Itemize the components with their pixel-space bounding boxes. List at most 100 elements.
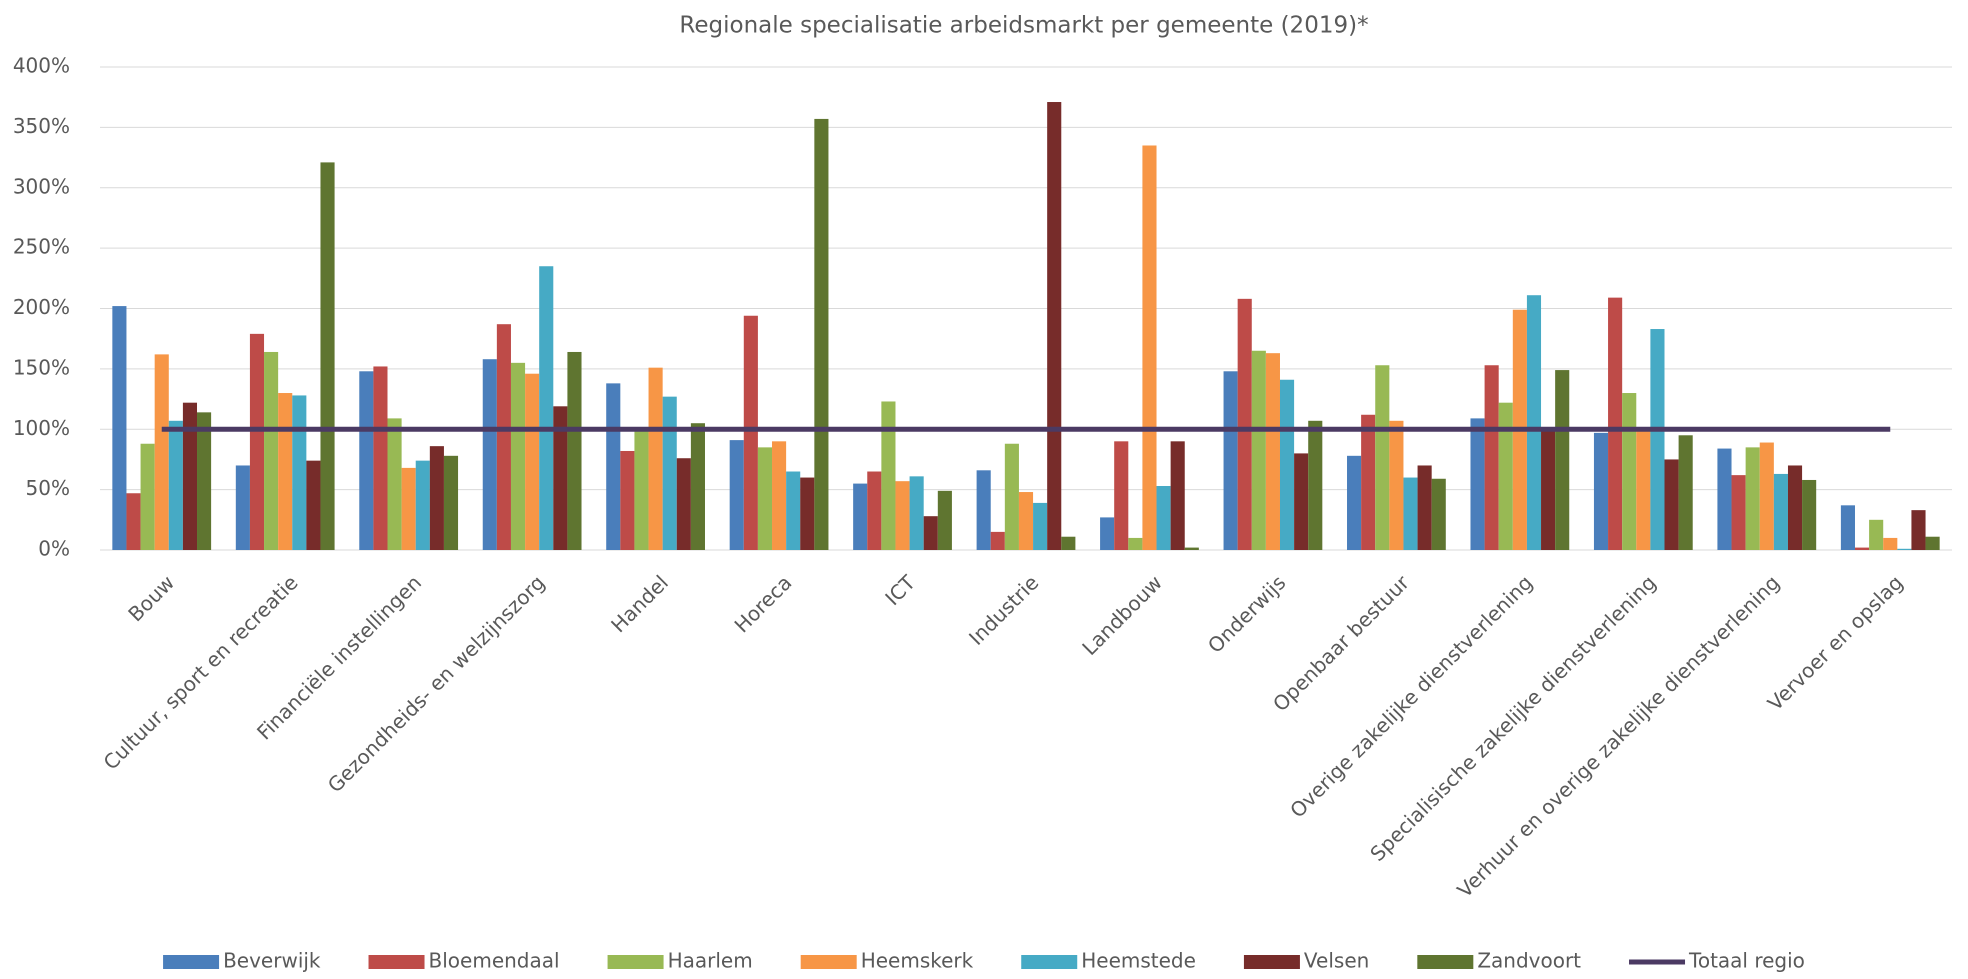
bar bbox=[1636, 428, 1651, 550]
bar bbox=[1237, 298, 1252, 550]
bar bbox=[923, 516, 938, 550]
y-tick-label: 200% bbox=[13, 295, 70, 319]
bar bbox=[867, 471, 882, 550]
bar bbox=[743, 315, 758, 550]
bar bbox=[1018, 492, 1034, 550]
legend-label: Velsen bbox=[1304, 949, 1369, 973]
x-tick-label: Industrie bbox=[964, 570, 1043, 649]
bar bbox=[482, 359, 497, 550]
legend-swatch bbox=[1021, 955, 1078, 969]
bar bbox=[662, 396, 677, 550]
bar bbox=[757, 447, 773, 550]
y-tick-label: 150% bbox=[13, 355, 70, 379]
chart-title: Regionale specialisatie arbeidsmarkt per… bbox=[679, 13, 1368, 39]
legend-swatch bbox=[1243, 955, 1300, 969]
bar bbox=[1100, 517, 1115, 550]
bar bbox=[359, 371, 374, 550]
bar bbox=[676, 458, 691, 550]
bar bbox=[1555, 370, 1570, 550]
bar bbox=[1484, 365, 1499, 550]
bar bbox=[112, 306, 127, 550]
x-tick-label: Vervoer en opslag bbox=[1763, 570, 1908, 715]
bar bbox=[1759, 442, 1774, 550]
bar bbox=[1033, 502, 1048, 550]
bar bbox=[126, 493, 141, 550]
x-tick-label: Specialisische zakelijke dienstverlening bbox=[1365, 570, 1660, 865]
bar bbox=[387, 418, 402, 550]
bar bbox=[1678, 435, 1693, 550]
bar bbox=[853, 483, 868, 550]
x-tick-label: Landbouw bbox=[1077, 570, 1167, 660]
bar bbox=[648, 367, 663, 550]
legend-swatch bbox=[800, 955, 857, 969]
x-tick-label: Handel bbox=[606, 570, 673, 637]
bar bbox=[990, 531, 1005, 550]
bar bbox=[606, 383, 621, 550]
bar bbox=[1417, 465, 1432, 550]
bar bbox=[1593, 432, 1609, 550]
bar bbox=[690, 423, 705, 550]
bar bbox=[1223, 371, 1238, 550]
bar bbox=[539, 266, 554, 550]
bar bbox=[567, 351, 582, 550]
bar bbox=[443, 455, 459, 550]
bar bbox=[154, 354, 169, 550]
bar bbox=[1184, 547, 1199, 550]
legend-label: Beverwijk bbox=[223, 949, 321, 973]
x-tick-label: Openbaar bestuur bbox=[1268, 570, 1414, 716]
y-tick-label: 300% bbox=[13, 174, 70, 198]
legend-label: Heemskerk bbox=[861, 949, 974, 973]
bar bbox=[976, 470, 991, 550]
bar bbox=[1061, 536, 1076, 550]
bar bbox=[1854, 547, 1870, 550]
x-tick-label: Gezondheids- en welzijnszorg bbox=[323, 570, 550, 797]
bar bbox=[1047, 102, 1062, 550]
bar bbox=[1498, 402, 1513, 550]
bar bbox=[1897, 548, 1912, 550]
bar bbox=[1731, 475, 1746, 550]
bar bbox=[772, 441, 787, 550]
bar bbox=[1170, 441, 1185, 550]
bar bbox=[1664, 459, 1679, 550]
bar bbox=[1470, 418, 1485, 550]
bar bbox=[1541, 428, 1556, 550]
legend-swatch bbox=[368, 955, 425, 969]
bar bbox=[1375, 365, 1390, 550]
bar bbox=[1526, 295, 1542, 550]
bar bbox=[1787, 465, 1803, 550]
bar bbox=[729, 440, 744, 550]
bar bbox=[881, 401, 896, 550]
y-tick-label: 250% bbox=[13, 235, 70, 259]
bar bbox=[415, 460, 430, 550]
bar bbox=[140, 443, 155, 550]
x-tick-label: Overige zakelijke dienstverlening bbox=[1285, 570, 1537, 822]
y-tick-label: 100% bbox=[13, 416, 70, 440]
bar bbox=[525, 373, 540, 550]
bar bbox=[634, 430, 649, 550]
bar bbox=[1911, 510, 1926, 550]
bar bbox=[814, 118, 829, 551]
legend-label: Totaal regio bbox=[1688, 949, 1805, 973]
bar bbox=[1840, 505, 1855, 550]
bar bbox=[800, 477, 815, 550]
bar bbox=[401, 467, 416, 550]
legend-label: Haarlem bbox=[668, 949, 753, 973]
bar bbox=[1128, 537, 1143, 550]
legend: Beverwijk Bloemendaal Haarlem Heemskerk Heem… bbox=[163, 949, 1805, 973]
y-tick-label: 400% bbox=[13, 54, 70, 78]
bar bbox=[292, 395, 307, 550]
bar bbox=[895, 481, 910, 550]
bar bbox=[168, 420, 183, 550]
bar bbox=[620, 450, 635, 550]
legend-label: Zandvoort bbox=[1477, 949, 1581, 973]
bar bbox=[1142, 145, 1157, 551]
legend-swatch bbox=[607, 955, 664, 969]
bar bbox=[1279, 379, 1295, 550]
bar bbox=[1265, 353, 1280, 550]
bar bbox=[937, 490, 952, 550]
bar bbox=[1308, 420, 1323, 550]
bar bbox=[1773, 473, 1788, 550]
bar bbox=[429, 446, 444, 550]
bar bbox=[1650, 329, 1665, 550]
bar bbox=[1389, 420, 1404, 550]
